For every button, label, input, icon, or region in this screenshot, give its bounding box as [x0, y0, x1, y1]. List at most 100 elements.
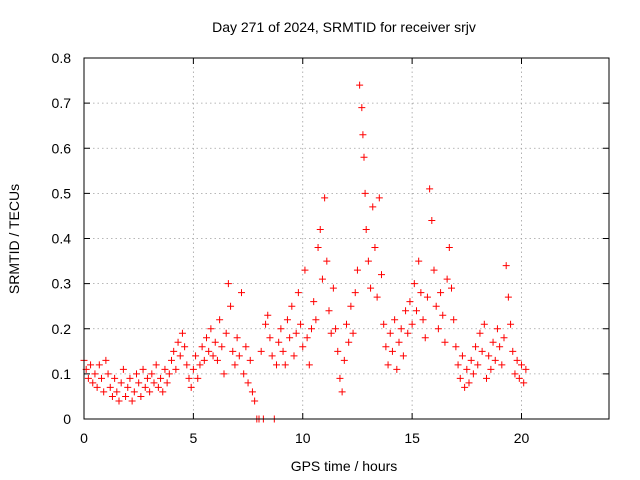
data-point	[301, 266, 309, 274]
data-point	[176, 352, 184, 360]
data-point	[388, 347, 396, 355]
data-point	[248, 388, 256, 396]
data-point	[294, 289, 302, 297]
data-point	[305, 361, 313, 369]
data-point	[189, 365, 197, 373]
data-point	[113, 388, 121, 396]
data-point	[450, 316, 458, 324]
data-point	[456, 374, 464, 382]
data-point	[361, 189, 369, 197]
data-point	[119, 365, 127, 373]
data-point	[364, 257, 372, 265]
data-point	[347, 302, 355, 310]
data-point	[172, 365, 180, 373]
data-point	[203, 334, 210, 342]
data-point	[428, 216, 436, 224]
data-point	[408, 320, 416, 328]
data-point	[178, 329, 186, 337]
data-point	[458, 352, 466, 360]
data-point	[321, 194, 329, 202]
data-point	[233, 334, 241, 342]
data-point	[413, 307, 420, 315]
data-point	[318, 275, 326, 283]
data-point	[133, 370, 140, 378]
data-point	[242, 343, 250, 351]
data-point	[351, 289, 359, 297]
data-point	[507, 320, 515, 328]
x-tick-label: 15	[404, 430, 420, 446]
data-point	[312, 316, 320, 324]
data-point	[485, 352, 493, 360]
data-point	[513, 356, 521, 364]
data-point	[360, 153, 368, 161]
data-point	[150, 379, 158, 387]
data-point	[496, 343, 504, 351]
data-point	[183, 361, 191, 369]
data-point	[257, 347, 265, 355]
data-point	[222, 329, 230, 337]
data-point	[323, 257, 331, 265]
data-point	[286, 334, 294, 342]
data-point	[174, 338, 182, 346]
data-point	[111, 374, 119, 382]
data-point	[231, 361, 239, 369]
data-point	[439, 311, 447, 319]
data-point	[441, 338, 449, 346]
data-point	[445, 244, 453, 252]
data-point	[327, 329, 335, 337]
data-point	[419, 316, 427, 324]
data-point	[154, 383, 162, 391]
data-point	[397, 325, 405, 333]
data-point	[395, 338, 403, 346]
data-point	[476, 329, 484, 337]
data-point	[106, 383, 114, 391]
data-point	[437, 289, 445, 297]
data-point	[402, 307, 410, 315]
data-point	[87, 361, 95, 369]
data-point	[187, 383, 195, 391]
data-point	[343, 320, 350, 328]
chart-title: Day 271 of 2024, SRMTID for receiver srj…	[212, 19, 476, 35]
data-point	[518, 361, 525, 369]
data-point	[211, 338, 219, 346]
data-point	[406, 298, 414, 306]
data-point	[384, 361, 392, 369]
data-point	[399, 352, 407, 360]
data-point	[185, 374, 193, 382]
data-point	[500, 334, 508, 342]
data-point	[194, 374, 202, 382]
data-point	[238, 289, 245, 297]
data-point	[115, 397, 123, 405]
data-point	[297, 320, 305, 328]
y-tick-label: 0.4	[52, 231, 72, 247]
data-point	[122, 392, 130, 400]
data-point	[139, 365, 147, 373]
x-tick-label: 5	[189, 430, 197, 446]
data-point	[386, 329, 394, 337]
data-point	[235, 352, 243, 360]
data-point	[224, 280, 232, 288]
data-point	[511, 370, 519, 378]
data-point	[502, 262, 510, 270]
data-point	[157, 374, 165, 382]
data-point	[91, 370, 99, 378]
data-point	[159, 388, 167, 396]
data-point	[373, 293, 381, 301]
data-point	[275, 338, 283, 346]
data-point	[268, 352, 276, 360]
data-point	[292, 329, 300, 337]
y-axis-label: SRMTID / TECUs	[6, 184, 22, 294]
data-point	[141, 383, 149, 391]
data-point	[314, 244, 322, 252]
data-point	[264, 311, 272, 319]
data-point	[303, 334, 311, 342]
data-point	[146, 388, 154, 396]
data-point	[310, 298, 318, 306]
data-point	[478, 347, 486, 355]
data-point	[359, 131, 367, 139]
data-point	[196, 361, 204, 369]
data-point	[100, 388, 108, 396]
data-point	[356, 81, 364, 89]
data-point	[117, 379, 125, 387]
data-point	[391, 316, 399, 324]
